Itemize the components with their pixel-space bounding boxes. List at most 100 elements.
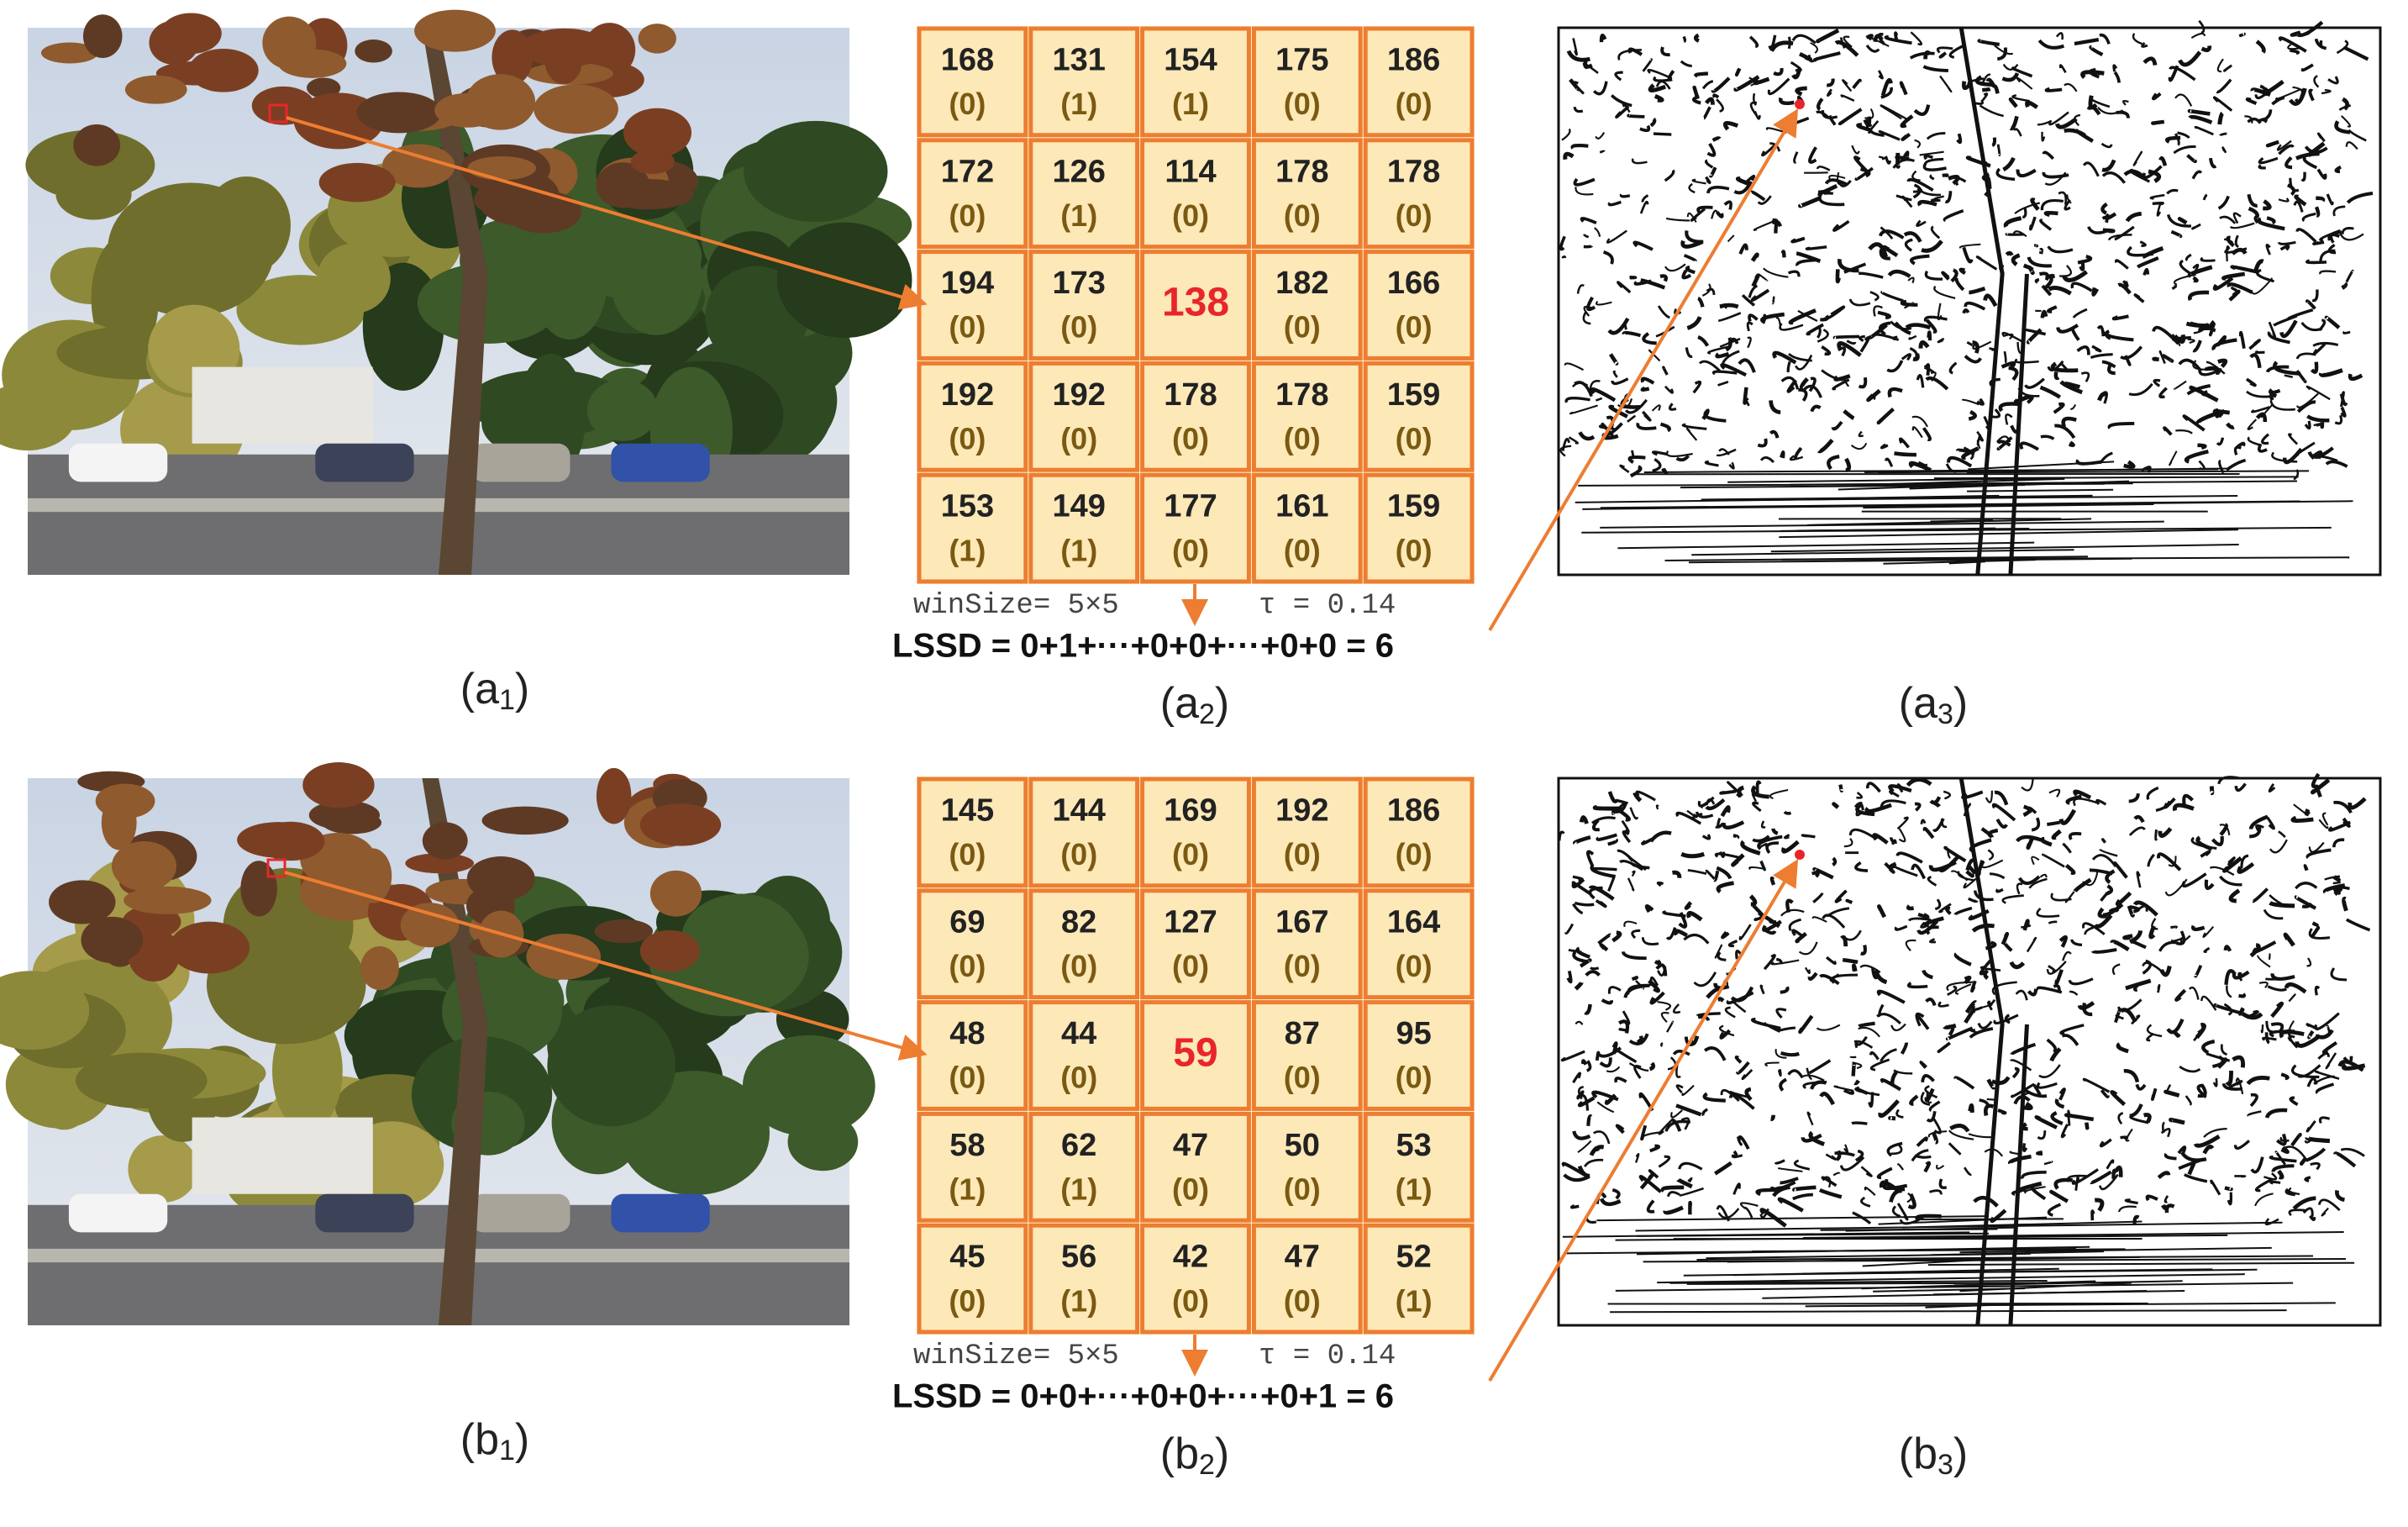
edge-stroke: [1976, 440, 1981, 450]
edge-stroke: [2335, 1190, 2345, 1203]
edge-stroke: [1619, 464, 1630, 474]
grid-cell: [1363, 777, 1475, 888]
edge-stroke: [1622, 830, 1632, 844]
edge-stroke: [2289, 87, 2307, 106]
edge-stroke: [2293, 200, 2304, 213]
edge-stroke: [2178, 50, 2202, 67]
edge-stroke: [1816, 29, 1840, 44]
edge-stroke: [2080, 371, 2090, 382]
edge-stroke: [2314, 38, 2327, 50]
edge-stroke: [1855, 1087, 1869, 1095]
panel-row: 145(0)144(0)169(0)192(0)186(0)69(0)82(0)…: [0, 762, 2382, 1481]
edge-stroke: [2031, 856, 2040, 866]
cell-flag: (0): [1284, 1061, 1321, 1095]
edge-stroke: [1878, 129, 1901, 141]
edge-stroke: [1558, 830, 1565, 841]
edge-stroke: [2296, 20, 2324, 38]
edge-stroke: [2037, 119, 2053, 126]
edge-stroke: [2226, 245, 2231, 261]
foliage: [481, 392, 569, 455]
edge-stroke: [1740, 840, 1761, 856]
edge-stroke: [2254, 350, 2265, 354]
edge-stroke: [1901, 132, 1911, 141]
cell-flag: (1): [1172, 87, 1209, 121]
cell-value: 173: [1052, 266, 1105, 301]
edge-stroke: [2247, 436, 2262, 446]
edge-stroke: [1633, 1065, 1642, 1079]
edge-stroke: [1801, 1133, 1822, 1143]
edge-stroke: [1575, 187, 1594, 196]
cell-value: 62: [1061, 1128, 1096, 1163]
edge-stroke: [1834, 1151, 1855, 1157]
edge-stroke: [2129, 168, 2151, 183]
edge-stroke: [1718, 312, 1742, 322]
edge-stroke: [2040, 434, 2055, 440]
road-edge: [1637, 1232, 1989, 1237]
edge-stroke: [2195, 412, 2216, 425]
edge-stroke: [1639, 1172, 1655, 1190]
edge-stroke: [2121, 99, 2129, 106]
edge-stroke: [1943, 790, 1952, 800]
edge-stroke: [2345, 269, 2355, 283]
edge-stroke: [2240, 854, 2249, 869]
leaves: [160, 13, 222, 55]
edge-stroke: [1666, 450, 1693, 457]
pixel-dot: [1795, 850, 1805, 860]
edge-stroke: [2288, 433, 2299, 445]
edge-stroke: [2269, 1029, 2295, 1038]
edge-stroke: [1874, 969, 1888, 985]
edge-stroke: [2136, 256, 2159, 269]
edge-stroke: [1694, 71, 1709, 78]
edge-stroke: [2206, 361, 2226, 375]
edge-stroke: [1631, 929, 1641, 940]
edge-stroke: [2184, 450, 2209, 464]
grid-cell: [1363, 888, 1475, 1000]
grid-cell: [917, 138, 1028, 250]
edge-stroke: [2315, 1029, 2334, 1040]
edge-stroke: [2191, 170, 2203, 180]
cell-value: 178: [1164, 377, 1217, 413]
edge-stroke: [1660, 1012, 1669, 1023]
edge-stroke: [2333, 1151, 2357, 1168]
edge-stroke: [2042, 150, 2054, 161]
edge-stroke: [1659, 422, 1671, 433]
edge-stroke: [2046, 961, 2067, 975]
edge-stroke: [1690, 208, 1706, 222]
edge-stroke: [1734, 1055, 1743, 1064]
trunk: [422, 28, 488, 575]
edge-stroke: [1922, 427, 1932, 442]
car: [611, 443, 710, 482]
edge-stroke: [1711, 136, 1722, 142]
edge-stroke: [1759, 456, 1774, 463]
edge-stroke: [1845, 898, 1853, 904]
cell-flag: (0): [1396, 310, 1433, 345]
edge-stroke: [1630, 862, 1650, 870]
edge-stroke: [1825, 1153, 1838, 1161]
edge-stroke: [2188, 986, 2200, 1000]
edge-stroke: [1727, 940, 1738, 948]
edge-stroke: [2348, 373, 2363, 382]
edge-stroke: [1728, 1091, 1750, 1099]
car: [471, 1193, 570, 1233]
edge-stroke: [2091, 345, 2102, 353]
caption-sub: 2: [1199, 1449, 1215, 1481]
cell-value: 82: [1061, 904, 1096, 940]
edge-stroke: [2047, 305, 2058, 313]
edge-stroke: [2037, 39, 2065, 50]
edge-stroke: [2043, 210, 2058, 218]
edge-stroke: [2146, 1024, 2163, 1038]
leaves: [506, 190, 582, 234]
edge-stroke: [1816, 1024, 1841, 1031]
edge-stroke: [1901, 195, 1913, 208]
edge-stroke: [1888, 861, 1897, 869]
edge-stroke: [2270, 1001, 2284, 1019]
edge-stroke: [1805, 245, 1827, 250]
edge-stroke: [2221, 1082, 2243, 1091]
cell-flag: (0): [1284, 310, 1321, 345]
edge-stroke: [2164, 797, 2176, 809]
edge-stroke: [2022, 804, 2032, 817]
grid-cell: [1028, 1223, 1140, 1335]
edge-stroke: [1672, 1050, 1690, 1056]
edge-stroke: [1753, 76, 1770, 86]
leaves: [360, 946, 399, 991]
